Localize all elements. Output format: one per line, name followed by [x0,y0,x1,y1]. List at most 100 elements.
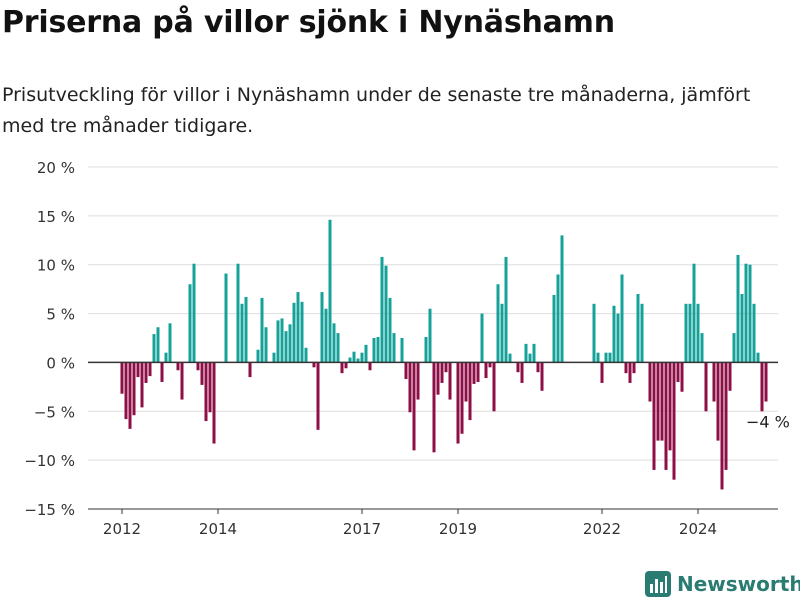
chart-bar [668,362,672,451]
price-change-bar-chart: 20 %15 %10 %5 %0 %−5 %−10 %−15 % 2012 201… [24,159,790,538]
chart-bar [552,295,556,363]
chart-bar [404,362,408,380]
chart-bar [556,274,560,363]
chart-bar [460,362,464,434]
chart-bar [264,327,268,363]
newsworthy-brand[interactable]: Newsworthy [645,569,800,599]
chart-bar [140,362,144,408]
chart-bar [428,308,432,363]
chart-bar [144,362,148,383]
brand-name: Newsworthy [677,572,800,596]
chart-bar [284,331,288,363]
chart-bar [288,324,292,363]
y-tick-label: −15 % [24,501,75,519]
chart-bar [608,352,612,363]
chart-bar [200,362,204,385]
chart-bar [424,337,428,363]
chart-bar [176,362,180,371]
chart-bar [152,334,156,363]
chart-bar [752,303,756,363]
chart-bar [640,303,644,363]
chart-bar [504,256,508,363]
chart-bar [388,297,392,363]
chart-bar [312,362,316,368]
x-tick-label: 2014 [199,520,237,538]
chart-bar [680,362,684,392]
chart-bar [636,294,640,363]
chart-bar [320,292,324,363]
chart-bar [596,352,600,363]
chart-bar [472,362,476,384]
x-tick-label: 2019 [439,520,477,538]
chart-bar [208,362,212,413]
chart-bar [480,313,484,363]
chart-bar [492,362,496,412]
chart-bar [292,302,296,363]
chart-bar [520,362,524,383]
chart-bar [376,337,380,363]
chart-bar [624,362,628,374]
chart-bar [740,294,744,363]
bar-series [120,219,768,490]
chart-bar [324,308,328,363]
chart-bar [516,362,520,373]
x-tick-label: 2017 [343,520,381,538]
chart-title: Priserna på villor sjönk i Nynäshamn [2,5,615,40]
chart-bar [536,362,540,373]
chart-bar [304,347,308,363]
chart-bar [696,303,700,363]
chart-bar [728,362,732,391]
x-axis: 2012 2014 2017 2019 2022 2024 [88,508,778,538]
chart-bar [416,362,420,400]
chart-bar [352,351,356,363]
chart-bar [300,301,304,363]
chart-bar [760,362,764,412]
chart-bar [412,362,416,451]
chart-bar [360,352,364,363]
chart-bar [540,362,544,391]
chart-bar [484,362,488,379]
chart-bar [756,352,760,363]
y-tick-label: −5 % [34,403,75,421]
chart-bar [204,362,208,422]
y-tick-label: 20 % [37,159,75,177]
chart-bar [616,313,620,363]
chart-bar [456,362,460,444]
chart-bar [132,362,136,416]
chart-bar [336,333,340,363]
chart-bar [676,362,680,382]
chart-bar [384,265,388,363]
chart-bar [432,362,436,453]
chart-bar [732,333,736,363]
chart-bar [592,303,596,363]
chart-bar [632,362,636,374]
bar-chart-logo-icon [645,571,671,597]
chart-bar [648,362,652,402]
chart-bar [440,362,444,383]
annotations: −4 % [746,413,790,432]
chart-bar [348,357,352,363]
chart-bar [272,352,276,363]
chart-bar [344,362,348,369]
chart-bar [744,263,748,363]
chart-bar [296,292,300,363]
chart-bar [524,343,528,363]
chart-bar [316,362,320,430]
chart-bar [672,362,676,480]
chart-bar [244,296,248,363]
chart-bar [380,256,384,363]
chart-bar [332,323,336,363]
chart-bar [468,362,472,421]
chart-bar [372,338,376,363]
chart-bar [496,284,500,363]
chart-bar [688,303,692,363]
chart-bar [628,362,632,383]
y-tick-label: 5 % [46,306,75,324]
chart-bar [124,362,128,420]
chart-bar [368,362,372,371]
chart-bar [168,323,172,363]
chart-bar [704,362,708,412]
chart-bar [148,362,152,377]
chart-bar [280,318,284,363]
chart-bar [128,362,132,429]
